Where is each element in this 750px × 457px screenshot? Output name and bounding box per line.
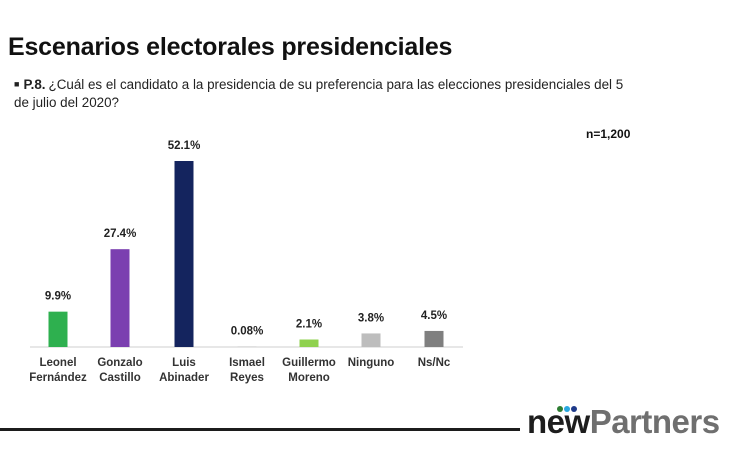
bar-4 xyxy=(299,339,319,347)
question-body: ¿Cuál es el candidato a la presidencia d… xyxy=(14,77,624,110)
category-label-2: Luis Abinader xyxy=(159,357,209,384)
bar-0 xyxy=(48,311,68,347)
question-number: P.8. xyxy=(23,77,46,92)
category-label-3: Ismael Reyes xyxy=(229,357,265,384)
bar-1 xyxy=(110,249,130,347)
category-label-1: Gonzalo Castillo xyxy=(97,357,142,384)
footer-divider xyxy=(0,428,520,431)
question-text: ■ P.8. ¿Cuál es el candidato a la presiden… xyxy=(14,75,634,112)
bar-5 xyxy=(361,333,381,347)
newpartners-logo: newPartners xyxy=(527,402,720,442)
value-label-3: 0.08% xyxy=(231,326,264,338)
sample-size: n=1,200 xyxy=(586,127,631,141)
value-label-2: 52.1% xyxy=(168,140,201,152)
value-label-0: 9.9% xyxy=(45,291,71,303)
logo-text-partners: Partners xyxy=(589,403,720,440)
logo-dot-navy-icon xyxy=(571,406,577,412)
value-label-5: 3.8% xyxy=(358,312,384,324)
category-label-6: Ns/Nc xyxy=(418,357,451,369)
category-label-4: Guillermo Moreno xyxy=(282,357,336,384)
page-title: Escenarios electorales presidenciales xyxy=(8,33,453,61)
bullet-icon: ■ xyxy=(14,79,20,89)
value-label-6: 4.5% xyxy=(421,310,447,322)
logo-dot-green-icon xyxy=(557,406,563,412)
bar-2 xyxy=(174,161,194,347)
bar-6 xyxy=(424,330,444,347)
value-label-4: 2.1% xyxy=(296,319,322,331)
category-label-5: Ninguno xyxy=(348,357,395,369)
value-label-1: 27.4% xyxy=(104,228,137,240)
category-label-0: Leonel Fernández xyxy=(29,357,87,384)
logo-dot-blue-icon xyxy=(564,406,570,412)
